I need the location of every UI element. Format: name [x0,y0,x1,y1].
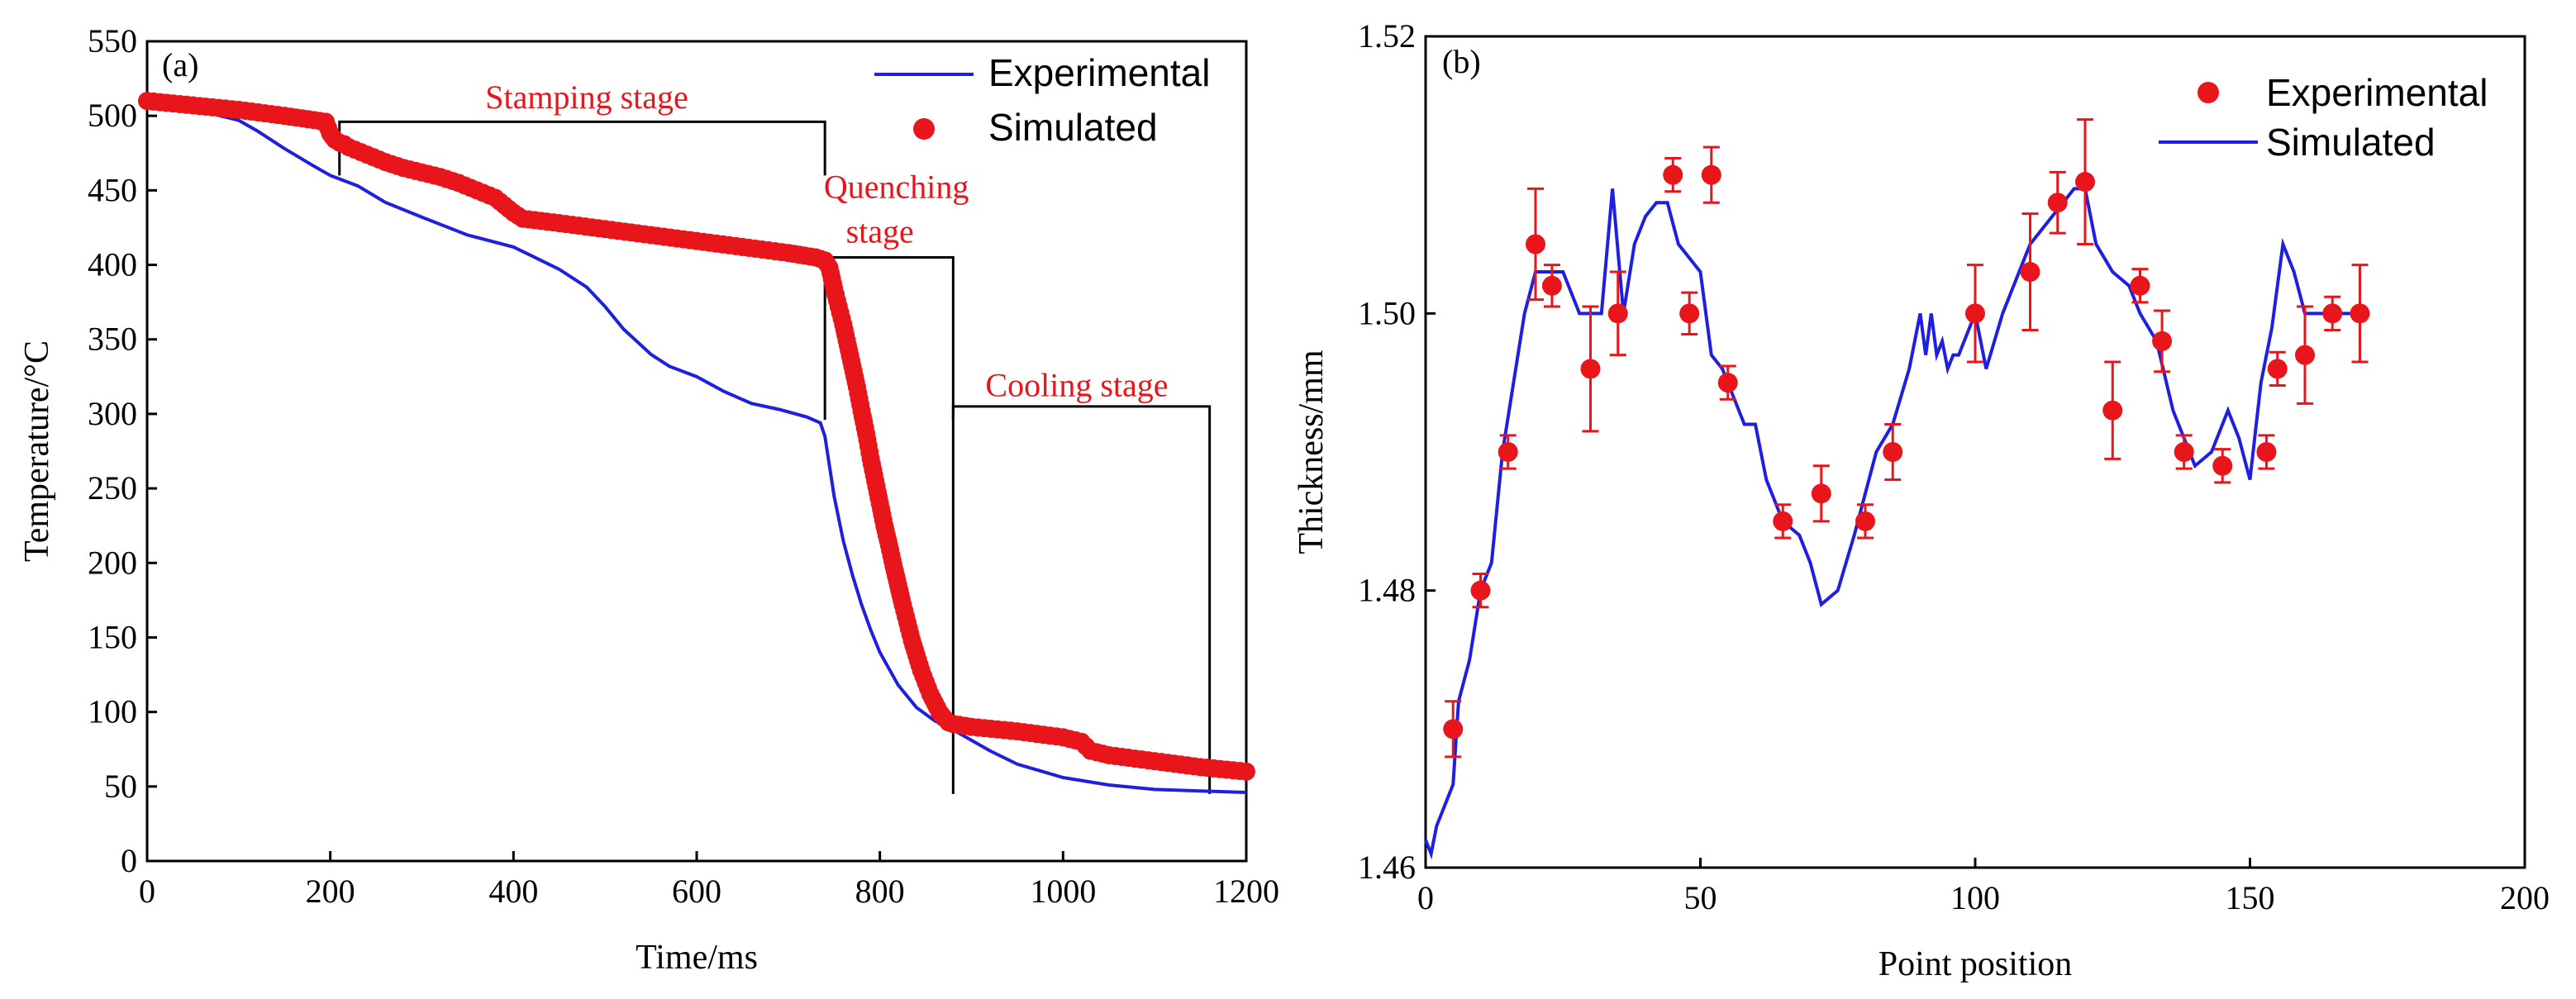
y-tick-label: 550 [88,22,137,59]
legend: Experimental Simulated [2159,71,2488,164]
y-tick-label: 450 [88,171,137,208]
simulated-point [1237,762,1255,781]
legend-label-simulated: Simulated [988,106,1158,149]
stage-annotation: Cooling stage [985,366,1168,403]
panel-a-temperature-chart: 0 200 400 600 800 1000 1200 0 50 100 150 200 250 300 3… [18,22,1279,977]
experimental-point [2212,455,2233,476]
experimental-point [2350,303,2370,324]
x-tick-label: 1000 [1030,873,1096,910]
y-tick-label: 0 [121,842,137,879]
experimental-point [2075,172,2095,193]
x-tick-label: 0 [1417,879,1434,916]
experimental-point [2322,303,2343,324]
y-tick-label: 1.48 [1358,572,1416,609]
y-tick-label: 500 [88,97,137,134]
legend-swatch-experimental [2197,82,2219,103]
x-axis-label: Time/ms [636,939,758,977]
x-tick-label: 100 [1950,879,2000,916]
series-line-simulated [1424,187,2360,860]
y-tick-label: 400 [88,246,137,283]
x-tick-label: 0 [139,873,155,910]
legend-label-experimental: Experimental [2266,71,2488,114]
x-tick-label: 200 [2500,879,2550,916]
stage-annotation: Stamping stage [485,78,688,116]
panel-label: (a) [162,46,198,83]
x-tick-label: 200 [306,873,355,910]
x-tick-label: 1200 [1213,873,1279,910]
series-markers-experimental [1443,118,2370,759]
legend: Experimental Simulated [874,51,1210,149]
series-markers-simulated [138,92,1255,781]
y-tick-label: 100 [88,693,137,730]
legend-label-experimental: Experimental [988,51,1210,94]
legend-label-simulated: Simulated [2266,121,2436,164]
stage-annotation: Quenching [824,168,969,205]
experimental-point [1717,373,1738,393]
y-tick-label: 1.50 [1358,294,1416,331]
y-tick-label: 200 [88,544,137,581]
x-tick-label: 50 [1684,879,1717,916]
x-tick-label: 800 [855,873,905,910]
experimental-point [1541,275,1562,296]
series-line-experimental [146,99,1247,795]
experimental-point [1855,511,1875,531]
stage-annotation: stage [846,212,914,250]
experimental-point [1498,442,1518,462]
experimental-point [1701,164,1721,185]
y-tick-label: 250 [88,469,137,507]
experimental-point [2130,275,2150,296]
stage-box [823,256,955,421]
panel-b-thickness-chart: 0 50 100 150 200 1.46 1.48 1.50 1.52 Point positi… [1293,17,2550,983]
x-axis-label: Point position [1878,945,2073,983]
experimental-point [2047,193,2068,213]
experimental-point [2020,262,2040,283]
y-tick-label: 50 [104,768,137,805]
experimental-point [2267,359,2288,379]
y-axis-label: Temperature/°C [18,340,56,562]
y-tick-label: 300 [88,395,137,432]
experimental-point [1811,483,1831,504]
y-tick-label: 350 [88,321,137,358]
experimental-point [1965,303,1985,324]
experimental-point [1883,442,1903,462]
experimental-point [1679,303,1700,324]
y-tick-label: 1.46 [1358,849,1416,886]
experimental-point [1443,719,1464,740]
experimental-point [1773,511,1793,531]
y-axis-label: Thickness/mm [1293,350,1331,554]
experimental-point [2295,345,2315,365]
x-tick-label: 150 [2226,879,2275,916]
experimental-point [1663,164,1683,185]
y-tick-label: 150 [88,618,137,655]
y-tick-label: 1.52 [1358,17,1416,55]
experimental-point [2102,400,2123,421]
x-tick-label: 600 [672,873,721,910]
stage-box [951,405,1212,794]
panel-label: (b) [1442,43,1481,80]
experimental-point [1580,359,1601,379]
experimental-point [1470,580,1491,601]
experimental-point [1607,303,1628,324]
experimental-point [2174,442,2194,462]
experimental-point [1526,234,1545,255]
x-tick-label: 400 [488,873,538,910]
experimental-point [2256,442,2277,462]
experimental-point [2152,331,2173,351]
legend-swatch-simulated [913,118,935,140]
